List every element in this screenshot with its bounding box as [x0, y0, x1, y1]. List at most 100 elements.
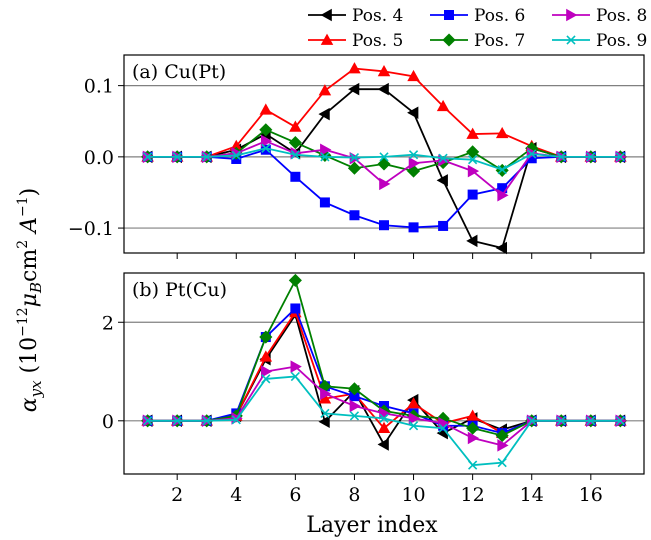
data-point — [260, 134, 273, 148]
data-point — [290, 371, 300, 382]
legend-marker — [566, 35, 576, 45]
data-point — [467, 164, 480, 178]
legend-label: Pos. 7 — [474, 31, 525, 51]
data-point — [143, 416, 153, 426]
data-point — [349, 210, 360, 221]
data-point — [379, 413, 389, 423]
data-point — [231, 415, 241, 425]
x-tick-label: 6 — [289, 484, 301, 506]
legend-label: Pos. 8 — [596, 6, 647, 26]
data-point — [407, 397, 420, 409]
data-point — [259, 103, 273, 115]
data-point — [377, 421, 391, 434]
data-point — [436, 174, 448, 187]
data-point — [349, 152, 360, 163]
data-point — [318, 415, 330, 429]
data-point — [495, 429, 509, 443]
data-point — [379, 220, 389, 231]
panel-label: (a) Cu(Pt) — [132, 61, 226, 83]
data-point — [468, 155, 478, 165]
data-point — [527, 149, 537, 159]
svg-text:αyx (10−12μBcm2 A−1): αyx (10−12μBcm2 A−1) — [15, 188, 45, 413]
legend-label: Pos. 5 — [352, 31, 403, 51]
data-point — [379, 177, 391, 191]
data-point — [438, 153, 448, 163]
data-point — [527, 416, 537, 426]
data-point — [347, 161, 362, 175]
data-point — [467, 431, 480, 445]
data-point — [379, 152, 389, 162]
y-axis-title: αyx (10−12μBcm2 A−1) — [15, 188, 45, 413]
data-point — [348, 82, 360, 96]
data-point — [408, 157, 420, 170]
data-point — [319, 197, 330, 208]
data-point — [466, 409, 479, 421]
data-point — [615, 152, 625, 162]
data-point — [497, 165, 507, 175]
x-tick-label: 2 — [171, 484, 183, 506]
data-point — [288, 273, 302, 287]
data-point — [466, 145, 480, 159]
legend-entry-pos-8: Pos. 8 — [552, 6, 647, 26]
data-point — [556, 152, 566, 162]
legend-entry-pos-5: Pos. 5 — [308, 31, 403, 51]
legend-entry-pos-6: Pos. 6 — [430, 6, 525, 26]
x-axis-title: Layer index — [306, 513, 438, 538]
panel-a: −0.1 0.0 0.1 (a) Cu(Pt) — [68, 54, 645, 259]
x-tick-label: 10 — [401, 484, 425, 506]
legend-marker — [320, 33, 334, 45]
data-point — [497, 189, 509, 202]
panel-label: (b) Pt(Cu) — [132, 279, 227, 301]
data-point — [466, 234, 478, 248]
data-point — [288, 136, 302, 150]
data-point — [259, 123, 273, 137]
legend-entry-pos-4: Pos. 4 — [308, 6, 403, 26]
data-point — [615, 416, 625, 426]
data-point — [408, 412, 420, 425]
data-point — [172, 416, 182, 426]
legend-label: Pos. 6 — [474, 6, 525, 26]
data-point — [290, 360, 302, 373]
data-point — [261, 374, 271, 384]
plot-frame — [123, 54, 645, 254]
legend: Pos. 4 Pos. 5 Pos. 6 Pos. 7 Pos. 8 Pos. 9 — [308, 6, 647, 51]
data-point — [556, 416, 566, 426]
data-point — [466, 421, 480, 435]
legend-marker — [566, 8, 578, 22]
data-point — [320, 152, 330, 162]
data-point — [231, 150, 241, 161]
data-point — [290, 150, 300, 160]
data-point — [586, 416, 596, 426]
legend-label: Pos. 9 — [596, 31, 647, 51]
data-point — [408, 150, 419, 160]
data-point — [377, 82, 389, 96]
y-tick-label: 2 — [102, 312, 114, 334]
data-point — [318, 84, 332, 96]
data-point — [349, 411, 360, 421]
data-point — [467, 189, 478, 200]
x-tick-label: 16 — [579, 484, 603, 506]
data-point — [318, 107, 330, 121]
data-point — [495, 241, 508, 255]
data-point — [407, 69, 420, 82]
data-point — [260, 365, 273, 378]
x-tick-label: 4 — [230, 484, 242, 506]
x-axis: 2 4 6 8 10 12 14 16 — [171, 484, 603, 506]
data-point — [408, 222, 419, 233]
data-point — [348, 62, 361, 74]
data-point — [495, 126, 509, 139]
series-pos-9 — [143, 143, 625, 175]
data-point — [320, 143, 332, 156]
data-point — [468, 460, 478, 470]
data-point — [290, 171, 301, 182]
legend-marker — [320, 8, 332, 22]
data-point — [466, 127, 479, 139]
data-point — [172, 152, 182, 162]
data-point — [436, 99, 450, 112]
legend-entry-pos-9: Pos. 9 — [552, 31, 647, 51]
y-tick-label: 0 — [102, 411, 114, 433]
data-point — [408, 421, 419, 431]
data-point — [347, 382, 362, 396]
legend-entry-pos-7: Pos. 7 — [430, 31, 525, 51]
